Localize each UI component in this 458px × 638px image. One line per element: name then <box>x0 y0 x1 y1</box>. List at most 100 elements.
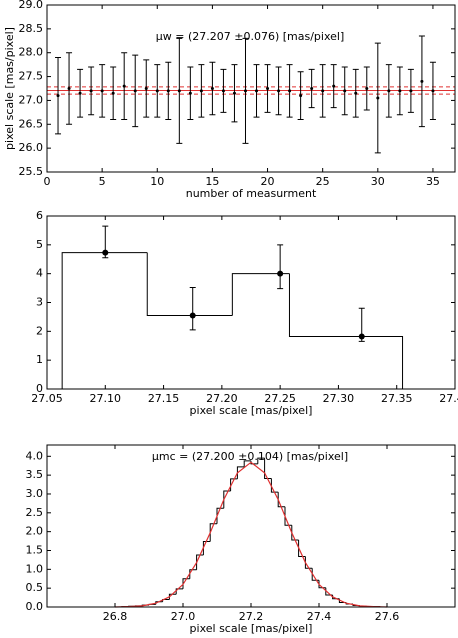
point <box>255 89 259 93</box>
histogram-bin <box>291 525 299 541</box>
y-tick-label: 0.0 <box>26 600 44 613</box>
x-axis-label: number of measurment <box>186 187 317 200</box>
x-tick-label: 5 <box>99 175 106 188</box>
point <box>243 89 247 93</box>
point <box>277 270 284 277</box>
histogram-bin <box>182 578 190 589</box>
point <box>210 87 214 90</box>
histogram-bin <box>264 458 272 480</box>
annotation: μmc = (27.200 ±0.104) [mas/pixel] <box>152 450 348 463</box>
point <box>431 89 435 93</box>
x-axis-label: pixel scale [mas/pixel] <box>190 404 313 417</box>
histogram-bin <box>270 478 279 493</box>
x-tick-label: 35 <box>426 175 440 188</box>
histogram-bin <box>189 569 197 579</box>
x-tick-label: 27.20 <box>206 392 238 405</box>
point <box>155 89 159 93</box>
histogram-bin <box>216 507 224 524</box>
y-tick-label: 0.5 <box>26 581 44 594</box>
histogram-bin <box>61 252 148 389</box>
histogram-bin <box>202 540 211 556</box>
histogram-bin <box>175 588 183 595</box>
histogram-bin <box>288 273 404 389</box>
y-tick-label: 28.0 <box>19 46 44 59</box>
x-tick-label: 26.8 <box>103 610 128 623</box>
point <box>288 89 292 93</box>
point <box>365 87 369 90</box>
x-tick-label: 27.40 <box>439 392 458 405</box>
y-tick-label: 2.0 <box>26 525 44 538</box>
point <box>100 89 104 93</box>
y-tick-label: 4.0 <box>26 449 44 462</box>
point <box>56 94 60 98</box>
point <box>299 94 303 98</box>
y-tick-label: 3.5 <box>26 468 44 481</box>
annotation: μw = (27.207 ±0.076) [mas/pixel] <box>156 30 345 43</box>
y-tick-label: 28.5 <box>19 22 44 35</box>
point <box>387 89 391 93</box>
y-tick-label: 6 <box>36 209 43 222</box>
x-tick-label: 0 <box>44 175 51 188</box>
y-tick-label: 1 <box>36 353 43 366</box>
error-bar <box>189 287 196 331</box>
point <box>111 91 115 95</box>
plot-frame <box>46 444 456 608</box>
point <box>354 91 358 95</box>
point <box>277 89 281 93</box>
histogram-bin <box>243 460 251 467</box>
x-tick-label: 10 <box>150 175 164 188</box>
histogram-bin <box>146 252 233 316</box>
y-tick-label: 3.0 <box>26 487 44 500</box>
plot-frame <box>46 4 456 173</box>
histogram-bin <box>257 457 265 464</box>
point <box>310 87 314 90</box>
y-tick-label: 25.5 <box>19 165 44 178</box>
y-tick-label: 0 <box>36 382 43 395</box>
y-axis-label: pixel scale [mas/pixel] <box>3 27 16 150</box>
point <box>398 89 402 93</box>
histogram-bin <box>236 466 245 479</box>
point <box>177 89 181 93</box>
x-tick-label: 27.25 <box>264 392 296 405</box>
x-tick-label: 15 <box>205 175 219 188</box>
histogram-bin <box>231 273 290 316</box>
point <box>199 89 203 93</box>
x-tick-label: 27.35 <box>381 392 413 405</box>
y-tick-label: 2 <box>36 324 43 337</box>
point <box>122 84 126 88</box>
point <box>166 89 170 93</box>
point <box>376 96 380 100</box>
x-tick-label: 27.6 <box>375 610 400 623</box>
histogram-bin <box>168 593 177 600</box>
y-tick-label: 1.5 <box>26 543 44 556</box>
y-tick-label: 27.0 <box>19 93 44 106</box>
point <box>332 84 336 88</box>
y-tick-label: 1.0 <box>26 562 44 575</box>
y-tick-label: 29.0 <box>19 0 44 11</box>
point <box>409 89 413 93</box>
y-tick-label: 5 <box>36 238 43 251</box>
point <box>78 91 82 95</box>
point <box>89 89 93 93</box>
x-axis-label: pixel scale [mas/pixel] <box>190 622 313 635</box>
y-tick-label: 3 <box>36 296 43 309</box>
point <box>102 249 109 256</box>
point <box>266 87 270 90</box>
histogram-bin <box>196 554 204 570</box>
x-tick-label: 20 <box>261 175 275 188</box>
point <box>321 89 325 93</box>
x-tick-label: 30 <box>371 175 385 188</box>
point <box>144 87 148 90</box>
y-tick-label: 2.5 <box>26 506 44 519</box>
point <box>358 333 365 340</box>
x-tick-label: 27.30 <box>323 392 355 405</box>
x-tick-label: 25 <box>316 175 330 188</box>
x-tick-label: 27.4 <box>307 610 332 623</box>
point <box>420 79 424 83</box>
point <box>67 87 71 90</box>
x-tick-label: 27.15 <box>148 392 180 405</box>
point <box>343 89 347 93</box>
fit-curve <box>114 461 388 608</box>
histogram-bin <box>277 492 285 508</box>
